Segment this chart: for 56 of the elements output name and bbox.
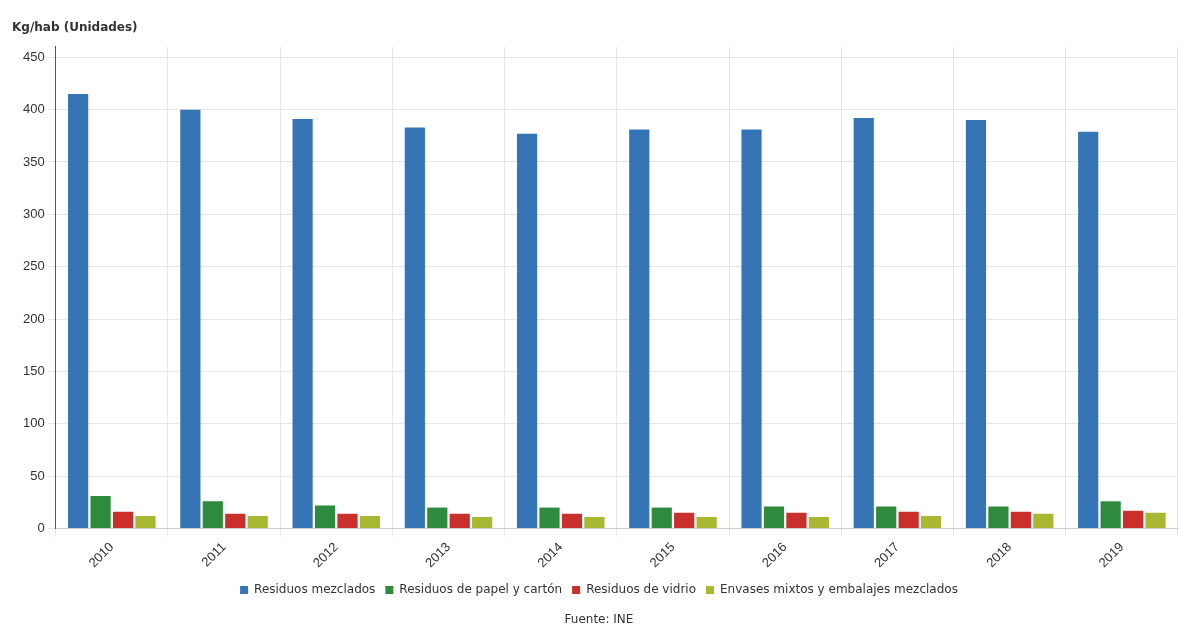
bar <box>920 515 942 529</box>
y-tick-label: 150 <box>22 363 45 379</box>
bar <box>292 119 313 529</box>
bar <box>965 120 987 529</box>
y-tick-label: 250 <box>22 258 45 274</box>
bar <box>763 506 785 529</box>
bar <box>135 515 156 529</box>
bar <box>651 507 672 529</box>
bar <box>1100 501 1121 529</box>
y-tick-label: 50 <box>30 467 45 483</box>
bar <box>1123 510 1144 529</box>
bar <box>988 506 1009 529</box>
bar <box>1033 513 1054 529</box>
y-tick-label: 450 <box>22 48 45 64</box>
bar <box>1145 512 1166 529</box>
legend-label: Residuos de papel y cartón <box>399 582 563 597</box>
y-tick-label: 200 <box>22 310 45 326</box>
y-tick-label: 350 <box>22 153 45 169</box>
bar <box>786 512 807 529</box>
bar <box>90 496 111 529</box>
bar <box>876 506 897 529</box>
bar <box>853 118 874 529</box>
bar <box>584 517 605 529</box>
bar <box>68 93 89 529</box>
bar <box>337 513 358 529</box>
bar <box>180 109 201 529</box>
bar <box>539 507 560 529</box>
legend-label: Residuos de vidrio <box>586 582 697 597</box>
bar <box>472 517 493 529</box>
y-tick-label: 400 <box>22 101 45 117</box>
bar <box>1078 131 1099 529</box>
bar <box>112 511 134 529</box>
bar <box>808 517 829 529</box>
y-tick-label: 100 <box>22 415 45 431</box>
bar <box>696 517 717 529</box>
bar <box>404 127 425 529</box>
bar <box>741 129 762 529</box>
bar <box>359 515 381 529</box>
bar <box>449 513 470 529</box>
y-tick-label: 300 <box>22 205 45 221</box>
bar <box>202 501 223 529</box>
bar <box>247 515 268 529</box>
bar <box>629 129 650 529</box>
bar <box>314 505 336 529</box>
y-axis-title: Kg/hab (Unidades) <box>12 20 138 34</box>
y-tick-label: 0 <box>37 520 45 536</box>
legend-label: Envases mixtos y embalajes mezclados <box>720 582 958 597</box>
bar <box>1010 511 1031 529</box>
bar <box>674 512 695 529</box>
bar <box>225 513 246 529</box>
source-note: Fuente: INE <box>563 612 635 626</box>
bar <box>427 507 448 529</box>
bar <box>561 513 583 529</box>
bar <box>898 511 919 529</box>
bar <box>516 133 538 529</box>
legend-label: Residuos mezclados <box>254 582 376 597</box>
